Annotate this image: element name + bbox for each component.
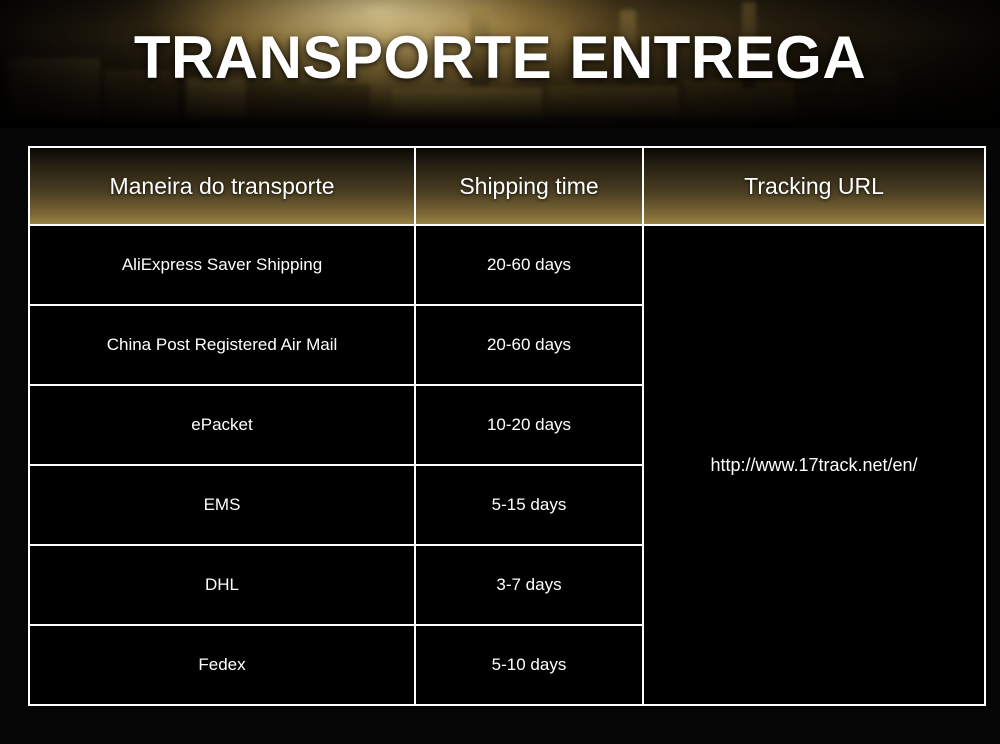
table-row: Fedex 5-10 days [28,624,985,706]
cell-method: ePacket [28,384,416,466]
cell-shipping-time: 10-20 days [414,384,644,466]
column-header-tracking-url: Tracking URL [642,146,986,226]
page-title: TRANSPORTE ENTREGA [133,24,867,91]
cell-shipping-time: 5-10 days [414,624,644,706]
table-row: AliExpress Saver Shipping 20-60 days htt… [28,224,986,706]
cell-method: DHL [28,544,416,626]
cell-shipping-time: 5-15 days [414,464,644,546]
cell-method: China Post Registered Air Mail [28,304,416,386]
cell-shipping-time: 20-60 days [414,224,644,306]
cell-method: Fedex [28,624,416,706]
table-row: EMS 5-15 days [28,464,985,546]
table-row: China Post Registered Air Mail 20-60 day… [28,304,985,386]
cell-method: EMS [28,464,416,546]
table-row: ePacket 10-20 days [28,384,985,466]
table-body: AliExpress Saver Shipping 20-60 days htt… [28,224,986,706]
banner-image: TRANSPORTE ENTREGA [0,0,1000,128]
shipping-table: Maneira do transporte Shipping time Trac… [28,146,986,706]
table-header-row: Maneira do transporte Shipping time Trac… [28,146,986,226]
column-header-method: Maneira do transporte [28,146,416,226]
table-row: DHL 3-7 days [28,544,985,626]
column-header-shipping-time: Shipping time [414,146,644,226]
table-header: Maneira do transporte Shipping time Trac… [28,146,986,226]
banner-vignette [0,0,1000,128]
shipping-table-container: Maneira do transporte Shipping time Trac… [28,146,986,706]
cell-method: AliExpress Saver Shipping [28,224,416,306]
cell-shipping-time: 3-7 days [414,544,644,626]
cell-tracking-url[interactable]: http://www.17track.net/en/ [642,224,986,706]
cell-shipping-time: 20-60 days [414,304,644,386]
